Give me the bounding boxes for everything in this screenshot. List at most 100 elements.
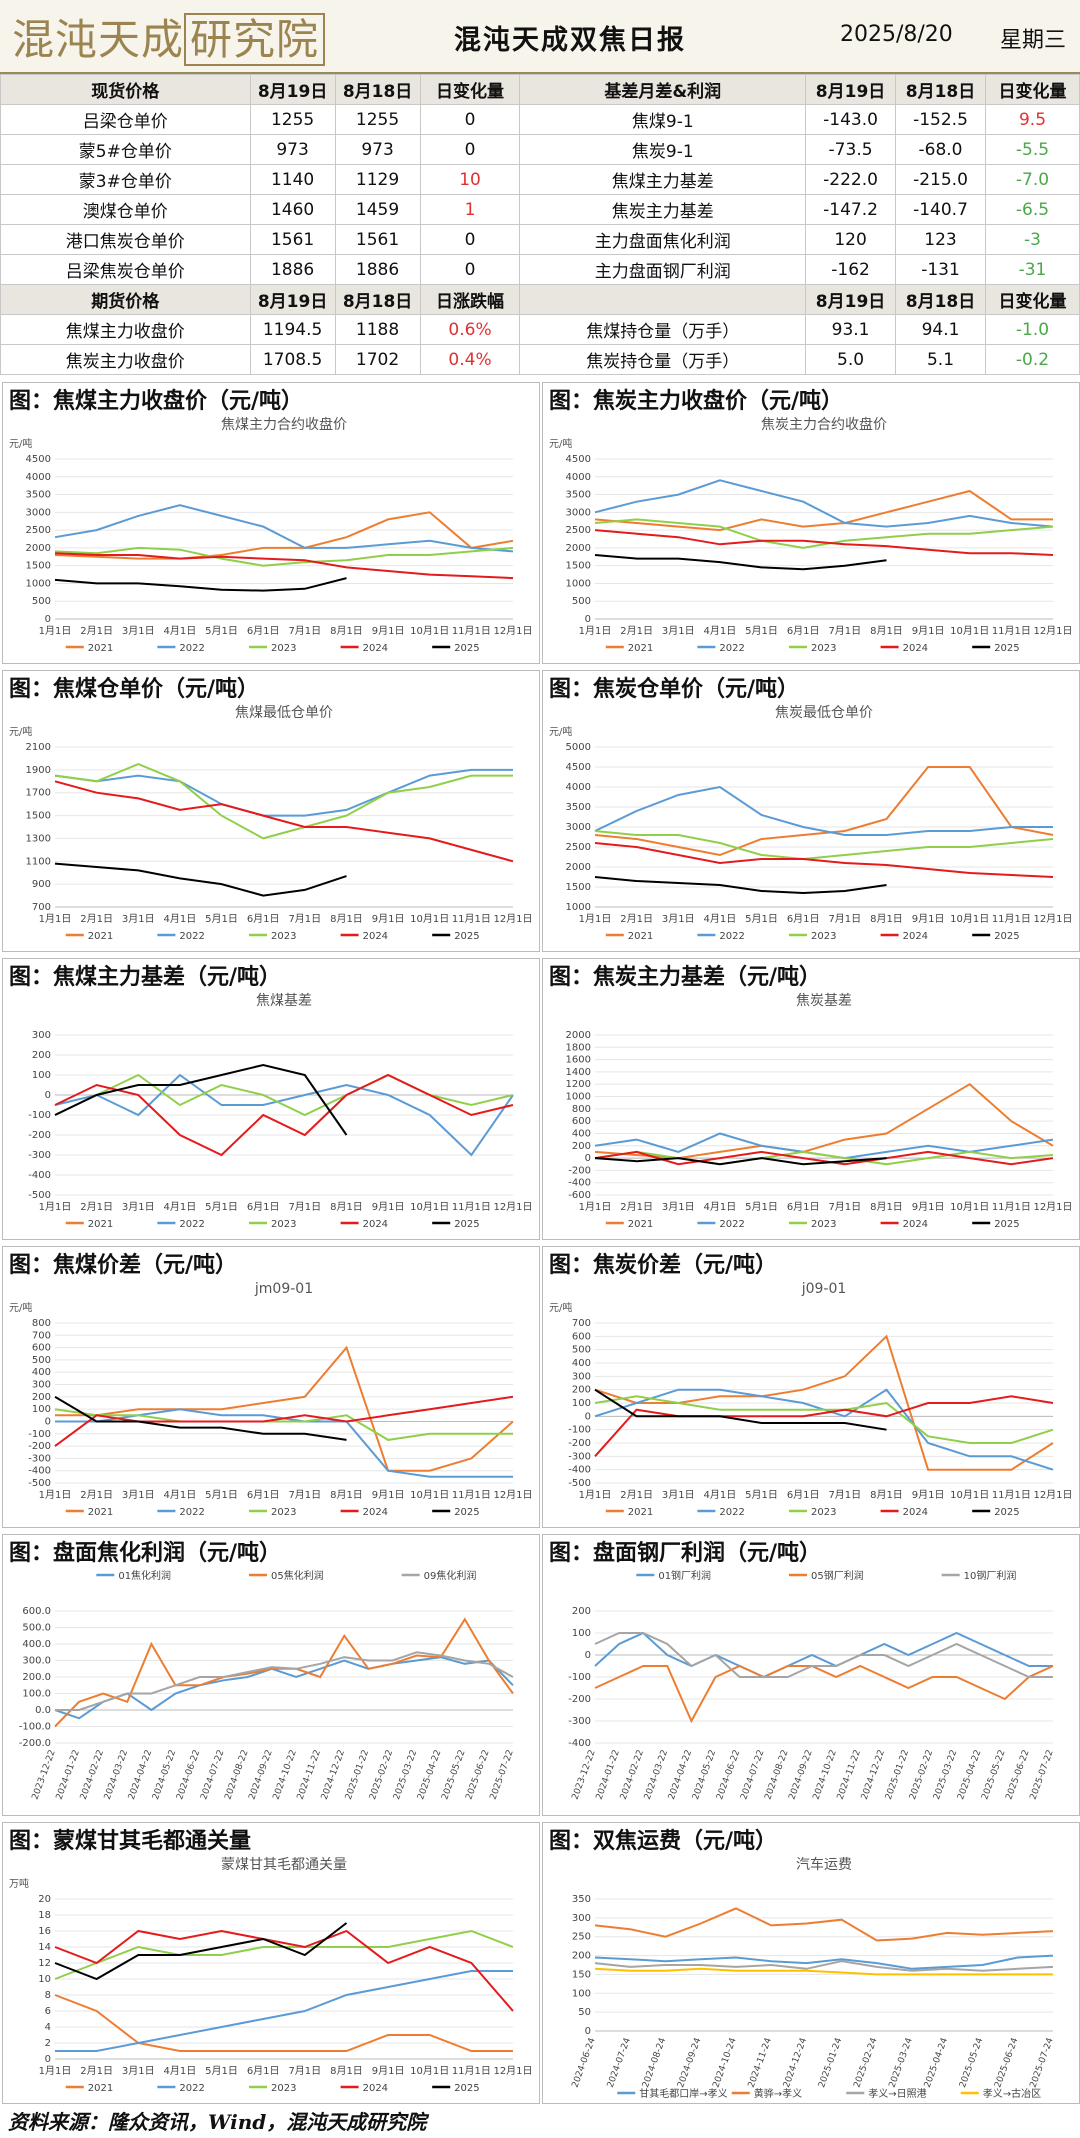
y-tick-label: 2000 xyxy=(26,543,51,554)
x-tick-label: 12月1日 xyxy=(493,2065,532,2077)
daily-change: 0 xyxy=(419,254,521,285)
chart-panel: 图：双焦运费（元/吨） 汽车运费 0 50 100 150 200 250 300 350 2024… xyxy=(542,1822,1080,2104)
legend-item: 2025 xyxy=(972,643,1020,654)
x-tick-label: 2月1日 xyxy=(620,913,653,925)
y-tick-label: 300 xyxy=(32,1380,51,1391)
value-aug19: -162 xyxy=(805,254,897,285)
value-aug19: -143.0 xyxy=(805,104,897,135)
table-header-cell: 8月19日 xyxy=(249,284,336,315)
series-line xyxy=(54,1656,514,1720)
x-tick-label: 12月1日 xyxy=(493,913,532,925)
legend-item: 2022 xyxy=(157,643,205,654)
row-name: 港口焦炭仓单价 xyxy=(0,224,251,255)
row-name: 焦炭主力基差 xyxy=(519,194,807,225)
y-tick-label: -200 xyxy=(28,1130,51,1141)
value-aug18: 973 xyxy=(334,134,421,165)
y-tick-label: 4500 xyxy=(566,454,591,465)
daily-change: 9.5 xyxy=(984,104,1080,135)
legend-item: 2021 xyxy=(605,1219,653,1230)
legend-item: 01焦化利润 xyxy=(96,1569,171,1582)
x-tick-label: 4月1日 xyxy=(164,2065,197,2077)
y-axis-unit: 元/吨 xyxy=(9,437,32,450)
x-tick-label: 3月1日 xyxy=(662,625,695,637)
y-axis-unit: 元/吨 xyxy=(9,1301,32,1314)
legend-item: 2025 xyxy=(972,1219,1020,1230)
x-tick-label: 2月1日 xyxy=(620,625,653,637)
y-tick-label: 600 xyxy=(32,1343,51,1354)
chart-inner-title: 汽车运费 xyxy=(796,1856,852,1873)
x-tick-label: 6月1日 xyxy=(247,1489,280,1501)
x-tick-label: 11月1日 xyxy=(992,1489,1031,1501)
legend-label: 黄骅→孝义 xyxy=(754,2087,802,2100)
table-header-cell: 8月18日 xyxy=(895,284,986,315)
chart-panel: 图：焦煤主力基差（元/吨） 焦煤基差 -500 -400 -300 -200 -100 0 10… xyxy=(2,958,540,1240)
legend-item: 2023 xyxy=(249,1507,296,1518)
series-line xyxy=(54,1063,348,1136)
table-header-cell: 8月19日 xyxy=(249,74,336,105)
x-tick-label: 2025-01-22 xyxy=(344,1749,371,1802)
steel-profit-chart: -400 -300 -200 -100 0 100 200 2023-12-222024-01… xyxy=(568,1569,1056,1802)
legend-label: 2025 xyxy=(454,643,479,654)
legend-label: 2021 xyxy=(628,931,653,942)
y-tick-label: 200.0 xyxy=(22,1672,51,1683)
y-tick-label: 200 xyxy=(572,1606,591,1617)
x-tick-label: 2024-08-22 xyxy=(763,1749,790,1802)
x-tick-label: 11月1日 xyxy=(452,1489,491,1501)
x-tick-label: 3月1日 xyxy=(122,1201,155,1213)
legend-label: 2025 xyxy=(994,1219,1019,1230)
x-tick-label: 10月1日 xyxy=(950,913,989,925)
y-tick-label: 200 xyxy=(572,1141,591,1152)
series-line xyxy=(54,862,347,897)
y-tick-label: 200 xyxy=(572,1951,591,1962)
legend-label: 2023 xyxy=(271,2083,296,2094)
value-aug19: 1255 xyxy=(249,104,336,135)
legend-label: 2021 xyxy=(88,2083,113,2094)
x-tick-label: 2月1日 xyxy=(80,1489,113,1501)
y-tick-label: 14 xyxy=(38,1942,51,1953)
x-tick-label: 2023-12-22 xyxy=(31,1749,58,1802)
daily-change: -5.5 xyxy=(984,134,1080,165)
y-tick-label: -600 xyxy=(568,1190,591,1201)
legend-label: 2022 xyxy=(719,931,744,942)
x-tick-label: 5月1日 xyxy=(745,625,778,637)
legend-item: 10钢厂利润 xyxy=(941,1569,1016,1582)
value-aug19: 1140 xyxy=(249,164,336,195)
x-tick-label: 2024-05-22 xyxy=(691,1749,718,1802)
legend-item: 2023 xyxy=(789,643,836,654)
y-tick-label: 500 xyxy=(572,596,591,607)
legend-item: 2022 xyxy=(157,1219,205,1230)
y-tick-label: 2100 xyxy=(26,742,51,753)
x-tick-label: 2025-03-24 xyxy=(888,2036,915,2089)
x-tick-label: 5月1日 xyxy=(745,1201,778,1213)
series-line xyxy=(594,1150,1054,1166)
x-tick-label: 2月1日 xyxy=(620,1201,653,1213)
legend-label: 2023 xyxy=(811,1507,836,1518)
x-tick-label: 10月1日 xyxy=(410,913,449,925)
y-tick-label: 1500 xyxy=(566,561,591,572)
y-tick-label: 300 xyxy=(32,1030,51,1041)
x-tick-label: 8月1日 xyxy=(870,625,903,637)
chart-inner-title: 焦煤基差 xyxy=(256,992,312,1009)
x-tick-label: 2024-09-22 xyxy=(247,1749,274,1802)
row-name: 焦煤持仓量（万手） xyxy=(519,314,807,345)
row-name: 吕梁仓单价 xyxy=(0,104,251,135)
table-header-cell: 基差月差&利润 xyxy=(519,74,807,105)
x-tick-label: 8月1日 xyxy=(330,625,363,637)
chart-panel: 图：盘面钢厂利润（元/吨） -400 -300 -200 -100 0 100 200 2023… xyxy=(542,1534,1080,1816)
table-header-cell xyxy=(519,284,807,315)
x-tick-label: 2024-01-22 xyxy=(55,1749,82,1802)
coking-coal-spread-chart: jm09-01 元/吨 -500-400 -300-200-100 0100200300… xyxy=(9,1281,533,1518)
value-aug19: 1460 xyxy=(249,194,336,225)
x-tick-label: 11月1日 xyxy=(452,913,491,925)
y-tick-label: 100 xyxy=(572,1988,591,1999)
series-line xyxy=(54,1073,514,1157)
x-tick-label: 11月1日 xyxy=(992,625,1031,637)
x-tick-label: 1月1日 xyxy=(39,625,72,637)
x-tick-label: 12月1日 xyxy=(493,1489,532,1501)
legend-label: 2025 xyxy=(454,931,479,942)
y-tick-label: 200 xyxy=(572,1385,591,1396)
chart-inner-title: jm09-01 xyxy=(254,1281,313,1297)
legend-label: 2024 xyxy=(903,931,928,942)
legend-label: 2022 xyxy=(179,643,204,654)
